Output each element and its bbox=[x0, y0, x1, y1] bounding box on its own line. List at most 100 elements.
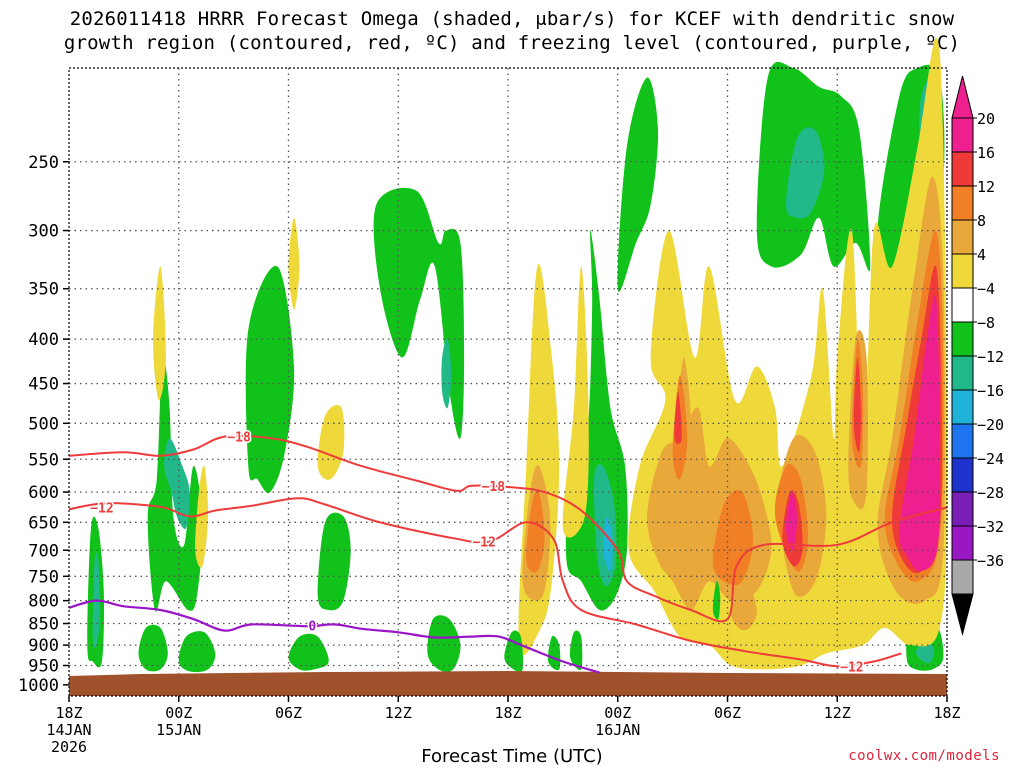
freezing-level-label: 0 bbox=[308, 619, 316, 634]
omega-positive-region-2 bbox=[562, 266, 589, 538]
y-tick-label-450: 450 bbox=[28, 375, 59, 395]
colorbar-label-5: 4 bbox=[977, 246, 986, 264]
y-tick-label-850: 850 bbox=[28, 615, 59, 635]
y-tick-label-600: 600 bbox=[28, 483, 59, 503]
y-tick-label-350: 350 bbox=[28, 280, 59, 300]
omega-region-6 bbox=[317, 512, 351, 611]
omega-shaded-layer bbox=[87, 37, 948, 673]
x-tick-label-h0: 18Z bbox=[55, 704, 82, 722]
omega-lowlevel-region-4 bbox=[427, 615, 461, 672]
colorbar-label-10: −20 bbox=[977, 416, 1004, 434]
colorbar-label-14: −36 bbox=[977, 552, 1004, 570]
omega-positive16-region-4 bbox=[674, 391, 682, 444]
colorbar-label-4: 8 bbox=[977, 212, 986, 230]
dgz-contour-18 bbox=[68, 434, 948, 623]
omega-lowlevel-region-8 bbox=[712, 580, 721, 620]
chart-title-line-2: growth region (contoured, red, ºC) and f… bbox=[63, 32, 961, 54]
dgz-contour-label-3: −18 bbox=[482, 480, 506, 495]
x-tick-label-h24: 18Z bbox=[494, 704, 521, 722]
y-axis-pressure: 2503003504004505005506006507007508008509… bbox=[18, 153, 69, 696]
terrain-surface bbox=[69, 671, 947, 696]
omega-lowlevel-region-2 bbox=[178, 631, 216, 673]
omega-region-11 bbox=[603, 516, 613, 572]
colorbar-segment-1 bbox=[951, 117, 974, 153]
omega-lowlevel-region-7 bbox=[569, 630, 583, 671]
omega-positive20-region-1 bbox=[899, 295, 941, 572]
colorbar-segment-5 bbox=[951, 253, 974, 289]
omega-positive-region-6 bbox=[195, 465, 209, 568]
y-tick-label-650: 650 bbox=[28, 513, 59, 533]
omega-region-3 bbox=[147, 355, 203, 612]
colorbar-label-1: 20 bbox=[977, 110, 995, 128]
omega-region-4 bbox=[164, 438, 190, 530]
colorbar-segment-11 bbox=[951, 457, 974, 493]
omega-region-8 bbox=[441, 338, 452, 409]
x-tick-label-h18: 12Z bbox=[385, 704, 412, 722]
omega-lowlevel-region-6 bbox=[547, 635, 561, 671]
colorbar-label-12: −28 bbox=[977, 484, 1004, 502]
x-tick-label-h42: 12Z bbox=[824, 704, 851, 722]
x-tick-label-h12: 06Z bbox=[275, 704, 302, 722]
omega-positive-region-4 bbox=[153, 266, 166, 401]
omega-positive16-region-3 bbox=[853, 357, 862, 453]
y-tick-label-1000: 1000 bbox=[18, 676, 59, 696]
y-tick-label-250: 250 bbox=[28, 153, 59, 173]
grid-lines bbox=[69, 68, 947, 696]
y-tick-label-900: 900 bbox=[28, 636, 59, 656]
colorbar-label-6: −4 bbox=[977, 280, 995, 298]
colorbar-label-9: −16 bbox=[977, 382, 1004, 400]
omega-positive-region-5 bbox=[317, 405, 345, 480]
omega-positive20-region-2 bbox=[785, 491, 798, 551]
colorbar-bottom-arrow bbox=[951, 593, 974, 636]
dgz-contour-label-5: −12 bbox=[840, 660, 863, 675]
omega-region-12 bbox=[617, 77, 659, 292]
colorbar-label-8: −12 bbox=[977, 348, 1004, 366]
x-tick-label-h48: 18Z bbox=[933, 704, 960, 722]
dgz-contour-label-2: −12 bbox=[90, 501, 113, 516]
colorbar-label-13: −32 bbox=[977, 518, 1004, 536]
x-tick-label-h30: 00Z bbox=[604, 704, 631, 722]
x-tick-label-h6: 00Z bbox=[165, 704, 192, 722]
omega-lowlevel-region-3 bbox=[288, 633, 329, 671]
x-axis-label: Forecast Time (UTC) bbox=[421, 746, 603, 767]
colorbar-segment-12 bbox=[951, 491, 974, 527]
omega-positive-region-7 bbox=[288, 217, 300, 310]
y-tick-label-550: 550 bbox=[28, 450, 59, 470]
colorbar-label-3: 12 bbox=[977, 178, 995, 196]
y-tick-label-800: 800 bbox=[28, 592, 59, 612]
colorbar-segment-9 bbox=[951, 389, 974, 425]
x-tick-date-h30: 16JAN bbox=[595, 721, 640, 739]
colorbar-label-7: −8 bbox=[977, 314, 995, 332]
dgz-contour-label-4: −12 bbox=[472, 536, 495, 551]
omega-region-7 bbox=[373, 187, 465, 439]
omega-positive12-region-2 bbox=[712, 489, 754, 586]
dgz-contour-label-1: −18 bbox=[227, 431, 251, 446]
y-tick-label-700: 700 bbox=[28, 541, 59, 561]
freezing-level-contour bbox=[68, 599, 600, 674]
colorbar-segment-4 bbox=[951, 219, 974, 255]
x-tick-date-h0: 14JAN bbox=[46, 721, 91, 739]
omega-region-18 bbox=[915, 640, 935, 664]
y-tick-label-500: 500 bbox=[28, 414, 59, 434]
omega-positive8-region-7 bbox=[731, 581, 757, 631]
colorbar-segment-10 bbox=[951, 423, 974, 459]
x-tick-date-h6: 15JAN bbox=[156, 721, 201, 739]
terrain-ground bbox=[69, 671, 947, 696]
y-tick-label-950: 950 bbox=[28, 656, 59, 676]
omega-colorbar: 20 16 12 8 4 −4 −8 −12 −16 −20 −24 −28 −32 −36 bbox=[951, 75, 1004, 636]
dgz-contour-12 bbox=[68, 497, 902, 668]
y-tick-label-750: 750 bbox=[28, 567, 59, 587]
colorbar-segment-3 bbox=[951, 185, 974, 221]
colorbar-top-arrow bbox=[951, 75, 974, 119]
y-tick-label-300: 300 bbox=[28, 222, 59, 242]
colorbar-segment-2 bbox=[951, 151, 974, 187]
colorbar-segment-14 bbox=[951, 559, 974, 595]
contour-layer: −18 −12 −18 −12 −12 0 bbox=[68, 429, 948, 677]
x-tick-year-h0: 2026 bbox=[51, 738, 87, 756]
colorbar-segment-7 bbox=[951, 321, 974, 357]
x-tick-label-h36: 06Z bbox=[714, 704, 741, 722]
omega-region-14 bbox=[786, 127, 825, 219]
credit-link[interactable]: coolwx.com/models bbox=[848, 748, 1000, 764]
